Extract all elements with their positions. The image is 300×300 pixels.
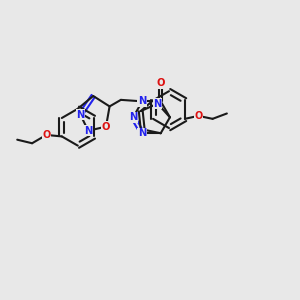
- Text: O: O: [42, 130, 50, 140]
- Text: N: N: [138, 96, 146, 106]
- Text: N: N: [76, 110, 85, 120]
- Text: O: O: [102, 122, 110, 132]
- Text: N: N: [129, 112, 137, 122]
- Text: N: N: [84, 126, 92, 136]
- Text: N: N: [153, 99, 162, 109]
- Text: N: N: [138, 128, 146, 138]
- Text: O: O: [194, 111, 202, 121]
- Text: O: O: [156, 78, 165, 88]
